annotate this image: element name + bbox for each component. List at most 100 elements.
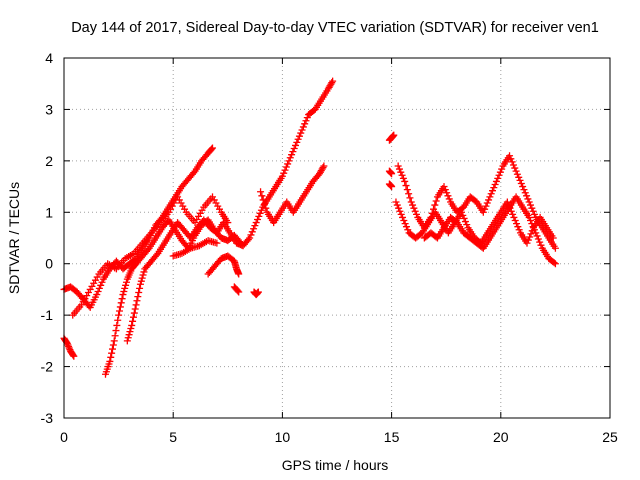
data-point bbox=[190, 169, 198, 177]
data-point bbox=[116, 303, 124, 311]
data-point bbox=[444, 192, 452, 200]
data-point bbox=[517, 179, 525, 187]
data-point bbox=[527, 217, 535, 225]
data-point bbox=[533, 232, 541, 240]
data-point bbox=[498, 165, 506, 173]
axis-ticks: 0 5 10 15 20 25 -3 -2 -1 0 1 2 3 4 bbox=[41, 50, 618, 445]
data-point bbox=[213, 239, 221, 247]
data-point bbox=[406, 194, 414, 202]
data-point bbox=[508, 158, 516, 166]
grid-lines bbox=[64, 58, 610, 418]
data-point bbox=[132, 301, 140, 309]
series-trace-10 bbox=[257, 162, 328, 227]
data-point bbox=[390, 131, 398, 139]
data-point bbox=[110, 337, 118, 345]
data-point bbox=[388, 183, 396, 191]
y-tick-label: 2 bbox=[45, 153, 53, 169]
data-point bbox=[254, 288, 262, 296]
series-trace-7 bbox=[204, 252, 243, 278]
data-point bbox=[94, 287, 102, 295]
x-tick-label: 25 bbox=[602, 429, 618, 445]
data-point bbox=[209, 144, 217, 152]
data-point bbox=[111, 332, 119, 340]
data-point bbox=[281, 166, 289, 174]
data-point bbox=[235, 270, 243, 278]
data-point bbox=[397, 168, 405, 176]
data-point bbox=[259, 196, 267, 204]
data-point bbox=[405, 190, 413, 198]
series-trace-4 bbox=[101, 216, 245, 378]
y-axis-label: SDTVAR / TECUs bbox=[6, 182, 22, 294]
data-point bbox=[112, 327, 120, 335]
data-point bbox=[445, 195, 453, 203]
data-point bbox=[128, 321, 136, 329]
data-point bbox=[93, 291, 101, 299]
data-point bbox=[282, 163, 290, 171]
data-point bbox=[108, 349, 116, 357]
data-point bbox=[117, 299, 125, 307]
data-point bbox=[122, 281, 130, 289]
data-point bbox=[407, 198, 415, 206]
data-point bbox=[523, 239, 531, 247]
data-point bbox=[115, 311, 123, 319]
x-axis-label: GPS time / hours bbox=[282, 457, 389, 473]
data-point bbox=[288, 151, 296, 159]
data-point bbox=[109, 341, 117, 349]
data-point bbox=[394, 162, 402, 170]
y-tick-label: -2 bbox=[41, 359, 54, 375]
data-point bbox=[153, 251, 161, 259]
data-point bbox=[410, 204, 418, 212]
data-point bbox=[520, 186, 528, 194]
data-point bbox=[252, 219, 260, 227]
data-point bbox=[529, 223, 537, 231]
data-point bbox=[536, 238, 544, 246]
data-point bbox=[131, 305, 139, 313]
data-point bbox=[392, 198, 400, 206]
data-point bbox=[530, 210, 538, 218]
data-point bbox=[319, 164, 327, 172]
data-point bbox=[257, 206, 265, 214]
data-point bbox=[491, 181, 499, 189]
y-tick-label: 3 bbox=[45, 101, 53, 117]
data-point bbox=[129, 317, 137, 325]
data-point bbox=[395, 165, 403, 173]
data-point bbox=[485, 196, 493, 204]
data-point bbox=[524, 195, 532, 203]
x-tick-label: 10 bbox=[275, 429, 291, 445]
data-point bbox=[208, 145, 216, 153]
data-point bbox=[509, 161, 517, 169]
data-point bbox=[523, 192, 531, 200]
data-point bbox=[295, 132, 303, 140]
data-point bbox=[278, 172, 286, 180]
data-point bbox=[483, 199, 491, 207]
data-point bbox=[550, 259, 558, 267]
data-point bbox=[136, 284, 144, 292]
data-point bbox=[463, 221, 471, 229]
data-point bbox=[244, 236, 252, 244]
data-point bbox=[262, 204, 270, 212]
data-point bbox=[133, 297, 141, 305]
data-point bbox=[528, 220, 536, 228]
series-trace-8 bbox=[230, 283, 243, 296]
data-point bbox=[481, 205, 489, 213]
data-point bbox=[285, 157, 293, 165]
data-point bbox=[396, 207, 404, 215]
data-point bbox=[134, 293, 142, 301]
data-point bbox=[115, 307, 123, 315]
data-point bbox=[256, 209, 264, 217]
data-point bbox=[459, 211, 467, 219]
data-point bbox=[248, 228, 256, 236]
data-point bbox=[293, 138, 301, 146]
series-trace-12 bbox=[385, 167, 396, 178]
data-points bbox=[60, 77, 559, 378]
data-point bbox=[494, 174, 502, 182]
x-tick-label: 5 bbox=[169, 429, 177, 445]
data-point bbox=[507, 155, 515, 163]
data-point bbox=[411, 207, 419, 215]
data-point bbox=[113, 321, 121, 329]
data-point bbox=[63, 339, 71, 347]
data-point bbox=[65, 343, 73, 351]
data-point bbox=[479, 208, 487, 216]
data-point bbox=[255, 212, 263, 220]
data-point bbox=[400, 217, 408, 225]
